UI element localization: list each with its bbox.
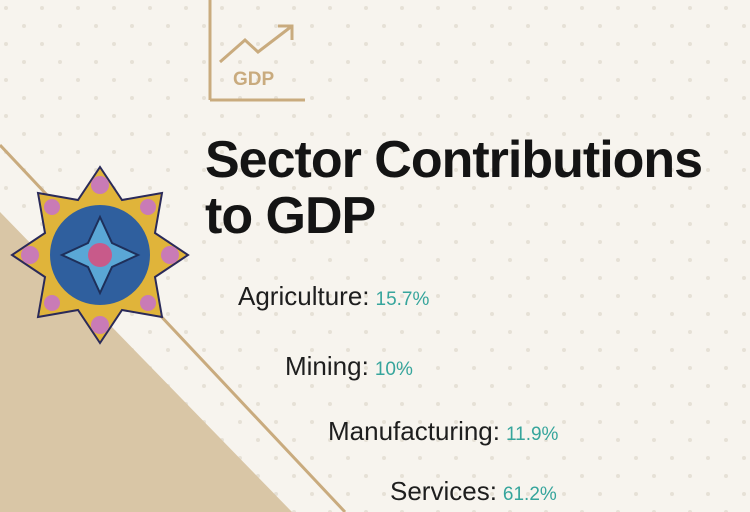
sector-item: Agriculture: 15.7% <box>238 281 429 312</box>
gdp-icon <box>208 0 305 102</box>
sector-label: Manufacturing: <box>328 416 500 446</box>
sector-item: Services: 61.2% <box>390 476 557 507</box>
sector-item: Mining: 10% <box>285 351 413 382</box>
sector-label: Services: <box>390 476 497 506</box>
ornament <box>10 165 190 345</box>
sector-label: Agriculture: <box>238 281 370 311</box>
sector-value: 11.9% <box>505 424 559 445</box>
sector-value: 61.2% <box>502 484 557 505</box>
icon-label: GDP <box>233 69 275 90</box>
sector-value: 10% <box>374 359 413 380</box>
sector-value: 15.7% <box>375 289 430 310</box>
sector-item: Manufacturing: 11.9% <box>328 416 558 447</box>
sector-label: Mining: <box>285 351 369 381</box>
title: Sector Contributions to GDP <box>205 131 703 245</box>
